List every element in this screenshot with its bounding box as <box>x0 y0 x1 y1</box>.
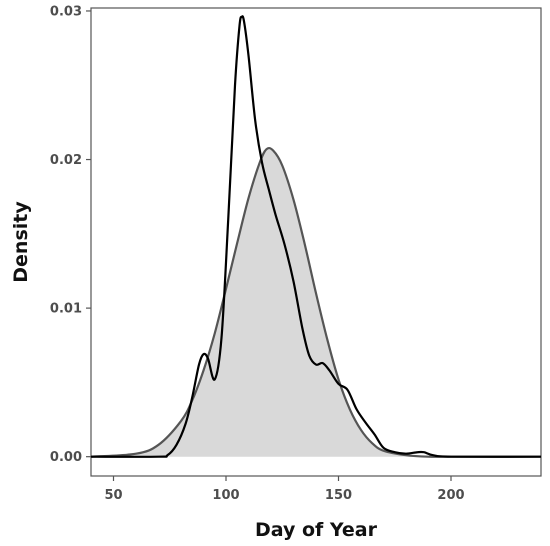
x-axis-ticks: 50 100 150 200 <box>104 476 465 503</box>
x-tick-label: 100 <box>212 488 239 503</box>
x-tick-label: 50 <box>104 488 122 503</box>
x-tick-label: 150 <box>325 488 352 503</box>
filled-density-curve <box>90 146 541 458</box>
y-tick-label: 0.02 <box>50 153 82 168</box>
y-tick-label: 0.01 <box>50 302 82 317</box>
x-tick-label: 200 <box>437 488 464 503</box>
observed-density-curve <box>90 15 542 458</box>
y-axis-ticks: 0.00 0.01 0.02 0.03 <box>50 4 91 465</box>
x-axis-title: Day of Year <box>255 519 378 541</box>
y-tick-label: 0.00 <box>50 450 82 465</box>
filled-density-area <box>91 148 541 457</box>
y-tick-label: 0.03 <box>50 4 82 19</box>
y-axis-title: Density <box>10 201 32 283</box>
